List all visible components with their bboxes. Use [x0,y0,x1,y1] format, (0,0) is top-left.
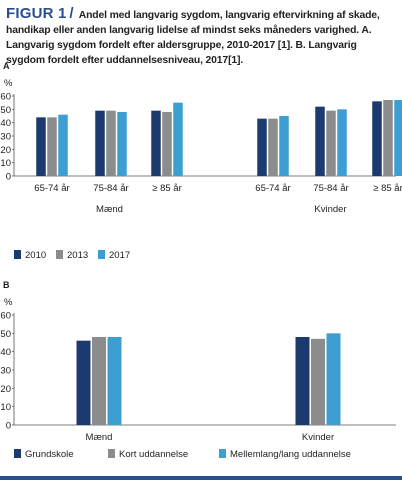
panel-b-bar [311,338,325,425]
panel-a-bar [162,112,172,176]
panel-a-group-label: Kvinder [314,204,346,215]
panel-a-bar [173,102,183,176]
panel-b-bar [326,333,341,425]
panel-a-bar [257,118,267,176]
panel-a-bar [117,112,127,176]
panel-a-bar [47,117,57,176]
panel-a-category-label: ≥ 85 år [373,183,402,194]
panel-a-category-label: 75-84 år [93,183,128,194]
panel-a-bar [95,110,105,176]
panel-a-category-label: 65-74 år [34,183,69,194]
panel-a-y-tick-label: 20 [0,145,11,156]
figure-label: FIGUR 1 [6,5,67,22]
panel-a-bar [337,109,347,176]
panel-b-label: B [3,280,10,290]
panel-b-y-tick-label: 20 [0,384,11,395]
panel-a-bar [106,110,116,176]
panel-a-legend-swatch [56,250,63,259]
panel-a-bar [326,110,336,176]
panel-a-y-tick-label: 60 [0,92,11,103]
panel-a-group-label: Mænd [96,204,123,215]
panel-a-bar [372,101,382,176]
panel-a-bar [279,116,289,176]
panel-b-legend-label: Grundskole [25,449,74,460]
panel-b-bar [107,337,122,425]
panel-a-bar [383,100,393,176]
panel-a-y-tick-label: 0 [6,172,11,183]
panel-a-bar [36,117,46,176]
panel-a-bar [58,114,68,176]
panel-a-category-label: 65-74 år [255,183,290,194]
panel-b-bar [76,340,91,425]
panel-a-y-tick-label: 30 [0,132,11,143]
figure-caption: FIGUR 1 / Andel med langvarig sygdom, la… [6,6,398,68]
panel-b-y-tick-label: 40 [0,347,11,358]
panel-a-category-label: 75-84 år [313,183,348,194]
panel-a-y-tick-label: 50 [0,105,11,116]
panel-b-category-label: Kvinder [302,432,334,443]
panel-a-bar [394,100,402,176]
panel-b-bar [295,337,310,425]
panel-a-y-tick-label: 10 [0,158,11,169]
panel-a-y-unit: % [4,78,13,89]
panel-b-legend-swatch [14,449,21,458]
panel-b-y-tick-label: 30 [0,366,11,377]
caption-text: Andel med langvarig sygdom, langvarig ef… [6,10,380,66]
panel-b-y-tick-label: 10 [0,402,11,413]
panel-b-y-tick-label: 60 [0,311,11,322]
panel-b-y-tick-label: 0 [6,421,11,432]
figure-label-slash: / [69,5,74,22]
panel-a-bar [315,106,325,176]
panel-a-legend-swatch [98,250,105,259]
panel-a-legend-swatch [14,250,21,259]
panel-b-y-unit: % [4,297,13,308]
panel-b-legend-label: Mellemlang/lang uddannelse [230,449,351,460]
panel-a-bar [151,110,161,176]
panel-a-label: A [3,61,10,71]
panel-a-legend-label: 2017 [109,250,130,261]
panel-a-y-tick-label: 40 [0,118,11,129]
panel-b-legend-label: Kort uddannelse [119,449,188,460]
bottom-rule [0,476,402,480]
panel-a-bar [268,118,278,176]
panel-b-y-tick-label: 50 [0,329,11,340]
panel-b-bar [92,337,106,425]
panel-a-legend-label: 2013 [67,250,88,261]
panel-b-legend-swatch [219,449,226,458]
panel-a-category-label: ≥ 85 år [152,183,182,194]
panel-b-legend-swatch [108,449,115,458]
panel-b-category-label: Mænd [86,432,113,443]
panel-a-legend-label: 2010 [25,250,46,261]
